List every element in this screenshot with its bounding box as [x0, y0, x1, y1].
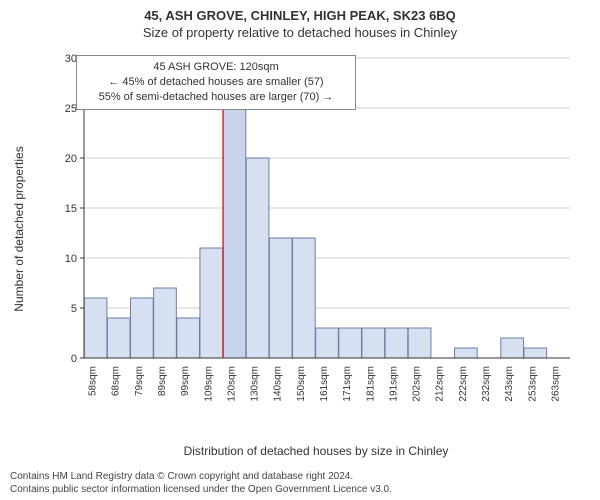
x-tick-label: 232sqm: [481, 366, 492, 402]
x-tick-label: 253sqm: [527, 366, 538, 402]
bar: [362, 328, 385, 358]
bar: [131, 298, 154, 358]
annotation-box: 45 ASH GROVE: 120sqm ← 45% of detached h…: [76, 55, 356, 110]
bar: [293, 238, 316, 358]
x-tick-label: 263sqm: [550, 366, 561, 402]
bar: [269, 238, 292, 358]
bar: [339, 328, 362, 358]
x-tick-label: 171sqm: [342, 366, 353, 402]
bar: [200, 248, 223, 358]
y-axis-label: Number of detached properties: [12, 54, 30, 404]
bar: [501, 338, 524, 358]
bar: [84, 298, 107, 358]
x-axis-label: Distribution of detached houses by size …: [56, 444, 576, 458]
x-tick-label: 212sqm: [435, 366, 446, 402]
x-tick-label: 89sqm: [157, 366, 168, 396]
x-tick-label: 130sqm: [250, 366, 261, 402]
bar: [107, 318, 130, 358]
x-tick-label: 191sqm: [388, 366, 399, 402]
svg-text:0: 0: [71, 353, 77, 365]
bar: [177, 318, 200, 358]
bar: [408, 328, 431, 358]
svg-text:15: 15: [65, 203, 77, 215]
annotation-line-3: 55% of semi-detached houses are larger (…: [85, 90, 347, 105]
x-tick-label: 68sqm: [111, 366, 122, 396]
chart-title-main: 45, ASH GROVE, CHINLEY, HIGH PEAK, SK23 …: [0, 0, 600, 23]
x-tick-label: 161sqm: [319, 366, 330, 402]
bar: [385, 328, 408, 358]
x-tick-label: 243sqm: [504, 366, 515, 402]
annotation-line-2: ← 45% of detached houses are smaller (57…: [85, 75, 347, 90]
x-tick-label: 150sqm: [296, 366, 307, 402]
bar: [223, 108, 246, 358]
bar: [316, 328, 339, 358]
x-tick-label: 202sqm: [412, 366, 423, 402]
annotation-line-1: 45 ASH GROVE: 120sqm: [85, 60, 347, 75]
x-tick-label: 79sqm: [134, 366, 145, 396]
bar: [455, 348, 478, 358]
x-tick-label: 140sqm: [273, 366, 284, 402]
bar: [524, 348, 547, 358]
x-tick-label: 58sqm: [88, 366, 99, 396]
bar: [154, 288, 177, 358]
svg-text:5: 5: [71, 303, 77, 315]
x-tick-label: 222sqm: [458, 366, 469, 402]
x-tick-label: 99sqm: [180, 366, 191, 396]
footer-line-1: Contains HM Land Registry data © Crown c…: [10, 471, 392, 484]
chart-title-sub: Size of property relative to detached ho…: [0, 23, 600, 40]
bar: [246, 158, 269, 358]
svg-text:20: 20: [65, 153, 77, 165]
footer-line-2: Contains public sector information licen…: [10, 484, 392, 497]
x-tick-label: 120sqm: [226, 366, 237, 402]
svg-text:10: 10: [65, 253, 77, 265]
x-tick-label: 109sqm: [203, 366, 214, 402]
footer-attribution: Contains HM Land Registry data © Crown c…: [10, 471, 392, 496]
x-tick-label: 181sqm: [365, 366, 376, 402]
